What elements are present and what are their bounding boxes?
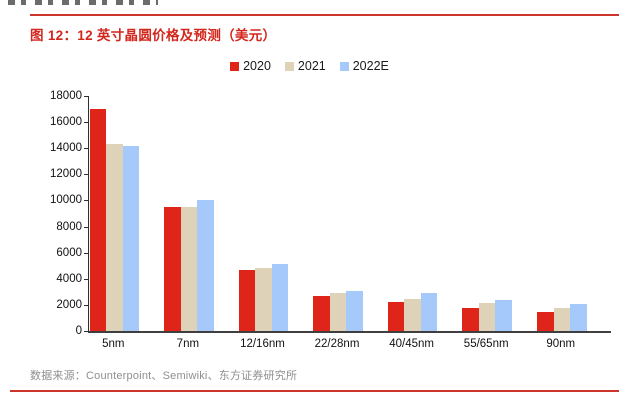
figure-title: 图 12：12 英寸晶圆价格及预测（美元）	[30, 28, 277, 43]
y-tick-mark	[84, 174, 88, 176]
y-tick-label-12000: 12000	[50, 168, 82, 181]
footer-divider	[10, 390, 619, 392]
legend-swatch-2020	[230, 61, 240, 71]
y-tick-mark	[84, 122, 88, 124]
y-tick-label-4000: 4000	[56, 272, 82, 285]
x-axis-labels: 5nm 7nm 12/16nm 22/28nm 40/45nm 55/65nm 90nm	[76, 338, 598, 350]
y-tick-mark	[84, 331, 88, 332]
y-tick-label-0: 0	[75, 325, 82, 337]
bar-group-22/28nm	[301, 96, 376, 331]
x-axis-label-5nm: 5nm	[102, 338, 125, 350]
bar-12/16nm-2022E	[271, 264, 289, 331]
legend-swatch-2021	[284, 61, 294, 71]
legend-label: 2022E	[352, 59, 389, 73]
bar-5nm-2021	[106, 144, 123, 331]
x-axis-label-55/65nm: 55/65nm	[463, 338, 509, 350]
y-tick-label-10000: 10000	[50, 194, 82, 207]
bar-group-12/16nm	[226, 96, 301, 331]
legend-item-2020: 2020	[230, 59, 271, 73]
bar-group-55/65nm	[450, 96, 525, 331]
y-tick-mark	[84, 96, 88, 97]
bar-55/65nm-2020	[462, 307, 479, 331]
y-tick-label-14000: 14000	[50, 142, 82, 155]
x-axis-label-90nm: 90nm	[546, 338, 576, 350]
x-axis-label-40/45nm: 40/45nm	[389, 338, 434, 350]
bar-series-area	[77, 96, 599, 331]
bar-40/45nm-2021	[404, 299, 421, 331]
y-tick-label-16000: 16000	[50, 116, 82, 129]
bar-group-40/45nm	[375, 96, 450, 331]
bar-group-5nm	[77, 96, 152, 331]
y-tick-mark	[84, 148, 88, 150]
bar-90nm-2022E	[570, 304, 587, 331]
figure-title-divider	[30, 14, 619, 16]
x-axis-label-12/16nm: 12/16nm	[240, 338, 285, 350]
bar-5nm-2020	[89, 109, 107, 331]
bar-22/28nm-2022E	[346, 290, 363, 331]
y-tick-label-6000: 6000	[56, 246, 82, 259]
bar-12/16nm-2020	[238, 270, 256, 331]
legend-item-2022E: 2022E	[339, 59, 389, 73]
bar-12/16nm-2021	[255, 267, 272, 331]
bar-group-90nm	[524, 96, 599, 331]
bar-5nm-2022E	[122, 145, 140, 331]
bar-22/28nm-2020	[313, 296, 330, 331]
y-tick-label-8000: 8000	[56, 220, 82, 233]
data-source-note: 数据来源：Counterpoint、Semiwiki、东方证券研究所	[30, 370, 298, 382]
x-axis-label-7nm: 7nm	[176, 338, 200, 350]
legend-item-2021: 2021	[284, 59, 326, 73]
y-tick-mark	[84, 278, 88, 280]
bar-22/28nm-2021	[329, 293, 347, 331]
legend-swatch-2022E	[339, 61, 349, 71]
bar-40/45nm-2022E	[420, 293, 438, 331]
bar-55/65nm-2021	[478, 302, 496, 331]
x-axis-label-22/28nm: 22/28nm	[314, 338, 360, 350]
y-tick-mark	[84, 226, 88, 228]
y-tick-mark	[84, 200, 88, 202]
chart-legend: 2020 2021 2022E	[0, 59, 619, 73]
bar-group-7nm	[152, 96, 227, 331]
bar-40/45nm-2020	[387, 301, 405, 331]
legend-label: 2020	[243, 59, 271, 73]
y-tick-mark	[84, 304, 88, 306]
y-tick-mark	[84, 252, 88, 254]
bar-55/65nm-2022E	[495, 299, 512, 331]
legend-label: 2021	[297, 59, 326, 73]
bar-7nm-2020	[164, 206, 181, 331]
bar-chart-plot-area	[88, 96, 611, 333]
y-tick-label-2000: 2000	[56, 298, 82, 311]
bar-90nm-2020	[537, 312, 554, 331]
y-tick-label-18000: 18000	[50, 90, 82, 102]
clipped-top-text-fragment	[8, 0, 158, 5]
bar-90nm-2021	[553, 307, 570, 331]
bar-7nm-2022E	[197, 200, 214, 331]
bar-7nm-2021	[180, 206, 198, 331]
